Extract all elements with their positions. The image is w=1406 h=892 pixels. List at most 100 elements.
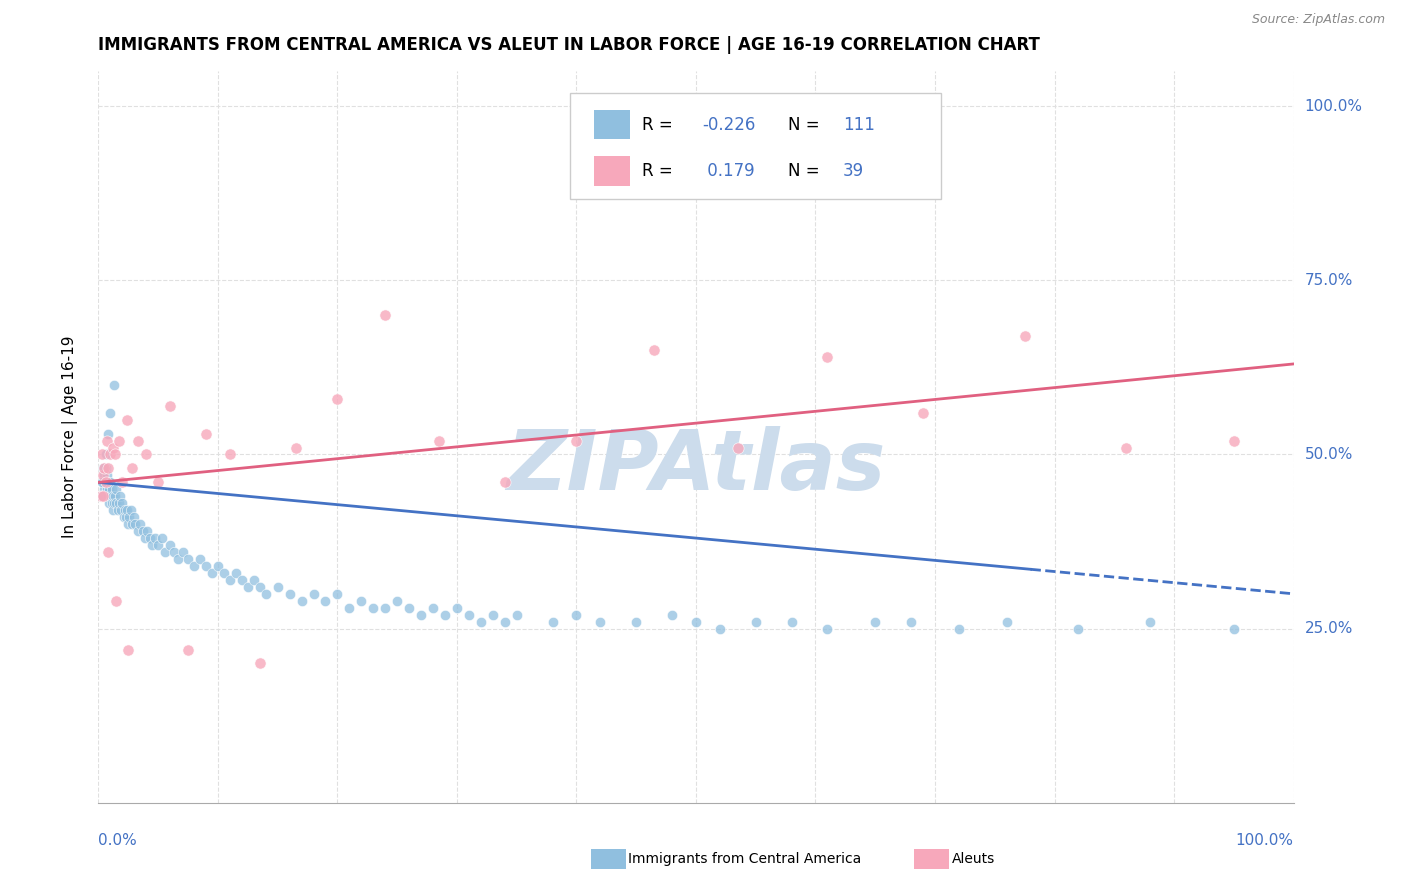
Point <box>1222 622 1246 636</box>
Point <box>110 503 132 517</box>
Point <box>107 496 129 510</box>
Point <box>446 600 468 615</box>
Point <box>131 524 153 538</box>
Point <box>231 573 253 587</box>
Bar <box>595 110 630 139</box>
Point <box>94 448 117 462</box>
Point <box>398 600 420 615</box>
Point <box>219 573 242 587</box>
Text: 100.0%: 100.0% <box>1305 99 1362 113</box>
Point <box>159 399 181 413</box>
Point <box>91 468 114 483</box>
Point <box>815 350 838 364</box>
Point <box>995 615 1018 629</box>
Point <box>139 531 162 545</box>
Point <box>96 483 118 497</box>
Point <box>249 580 271 594</box>
Bar <box>595 156 630 186</box>
Point <box>159 538 181 552</box>
Point <box>100 483 122 497</box>
Text: IMMIGRANTS FROM CENTRAL AMERICA VS ALEUT IN LABOR FORCE | AGE 16-19 CORRELATION : IMMIGRANTS FROM CENTRAL AMERICA VS ALEUT… <box>98 36 1040 54</box>
Text: Source: ZipAtlas.com: Source: ZipAtlas.com <box>1251 13 1385 27</box>
Point <box>118 510 141 524</box>
Point <box>254 587 277 601</box>
Point <box>98 406 122 420</box>
Point <box>101 503 124 517</box>
Point <box>177 552 200 566</box>
Text: 50.0%: 50.0% <box>1305 447 1353 462</box>
Point <box>363 600 385 615</box>
Point <box>155 545 177 559</box>
Point <box>121 461 143 475</box>
Point <box>91 475 114 490</box>
Point <box>411 607 433 622</box>
Point <box>90 489 112 503</box>
Point <box>458 607 481 622</box>
Point <box>96 468 118 483</box>
Point <box>374 308 396 322</box>
Point <box>219 448 242 462</box>
Point <box>105 483 128 497</box>
Point <box>481 607 505 622</box>
Point <box>101 489 124 503</box>
Text: R =: R = <box>643 116 678 134</box>
Point <box>948 622 970 636</box>
Point <box>470 615 492 629</box>
Point <box>104 489 127 503</box>
Point <box>91 448 114 462</box>
Point <box>94 475 117 490</box>
Point <box>911 406 934 420</box>
Point <box>98 489 122 503</box>
Point <box>350 594 373 608</box>
Point <box>183 558 205 573</box>
Point <box>565 607 588 622</box>
Point <box>111 496 134 510</box>
Point <box>745 615 768 629</box>
Point <box>494 475 516 490</box>
Point <box>107 434 129 448</box>
Point <box>194 426 217 441</box>
Point <box>98 448 122 462</box>
Point <box>91 489 114 503</box>
Text: 0.179: 0.179 <box>702 162 755 180</box>
Point <box>115 503 138 517</box>
Point <box>111 475 134 490</box>
Point <box>326 587 349 601</box>
Text: Immigrants from Central America: Immigrants from Central America <box>628 852 862 866</box>
Text: R =: R = <box>643 162 678 180</box>
Point <box>127 434 149 448</box>
Point <box>135 448 157 462</box>
Point <box>93 468 115 483</box>
Point <box>91 475 114 490</box>
Point <box>565 434 588 448</box>
Point <box>136 524 159 538</box>
Point <box>422 600 444 615</box>
Point <box>624 615 647 629</box>
Point <box>141 538 163 552</box>
Point <box>315 594 337 608</box>
Point <box>124 510 146 524</box>
Point <box>104 448 127 462</box>
Point <box>97 426 120 441</box>
Point <box>101 441 124 455</box>
Point <box>96 434 118 448</box>
Point <box>97 475 120 490</box>
Point <box>589 615 612 629</box>
Point <box>863 615 886 629</box>
Point <box>91 489 114 503</box>
Text: 100.0%: 100.0% <box>1236 833 1294 848</box>
Point <box>143 531 166 545</box>
Text: ZIPAtlas: ZIPAtlas <box>506 425 886 507</box>
Point <box>98 475 122 490</box>
Point <box>105 496 128 510</box>
Point <box>127 524 149 538</box>
Point <box>243 573 266 587</box>
Point <box>148 475 170 490</box>
Point <box>326 392 349 406</box>
Point <box>900 615 922 629</box>
Point <box>94 475 117 490</box>
Point <box>91 461 114 475</box>
Point <box>385 594 409 608</box>
Point <box>201 566 224 580</box>
Y-axis label: In Labor Force | Age 16-19: In Labor Force | Age 16-19 <box>62 335 77 539</box>
